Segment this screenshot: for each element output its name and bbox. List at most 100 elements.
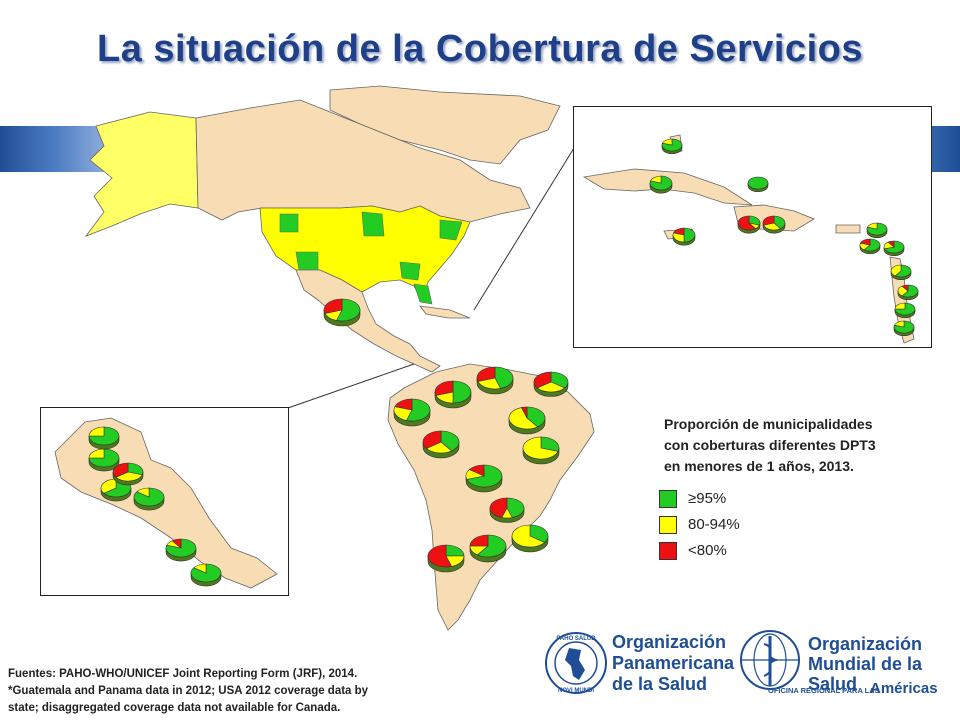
pie-slice-green: [894, 264, 912, 278]
paho-logo-line: de la Salud: [612, 674, 708, 694]
caribbean-islands: [419, 305, 471, 319]
coverage-pie: [427, 544, 465, 573]
pie-slice-red: [394, 398, 413, 411]
pie-slice-green: [550, 371, 569, 389]
pie-slice-red: [762, 215, 775, 226]
pie-slice-green: [747, 176, 769, 190]
pie-slice-red: [476, 366, 496, 382]
pie-slice-yellow: [88, 426, 105, 437]
legend-title-line: en menores de 1 años, 2013.: [664, 458, 854, 474]
pie-slice-yellow: [650, 175, 662, 184]
pie-slice-red: [533, 371, 552, 389]
legend-title: Proporción de municipalidades con cobert…: [664, 414, 924, 477]
pie-slice-green: [440, 430, 460, 452]
pie-slice-red: [323, 298, 343, 314]
pie-slice-yellow: [890, 264, 902, 277]
coverage-pie: [533, 371, 569, 397]
page-title: La situación de la Cobertura de Servicio…: [97, 28, 863, 70]
sources-line: Fuentes: PAHO-WHO/UNICEF Joint Reporting…: [8, 668, 358, 680]
pie-slice-yellow: [522, 436, 559, 460]
central-america-landmass: [54, 417, 278, 589]
who-subtitle: OFICINA REGIONAL PARA LAS: [768, 686, 880, 695]
alaska-landmass: [84, 111, 199, 237]
pie-slice-red: [887, 240, 895, 248]
coverage-pie: [508, 406, 546, 435]
coverage-pie: [883, 240, 905, 256]
legend-label: ≥95%: [688, 490, 727, 507]
coverage-pie: [511, 524, 549, 553]
pie-slice-green: [88, 426, 120, 446]
coverage-pie: [476, 366, 514, 395]
pie-slice-yellow: [867, 222, 878, 230]
inset-connector: [287, 363, 415, 409]
pie-slice-red: [427, 544, 453, 568]
pie-slice-red: [520, 406, 528, 419]
paho-emblem: PAHO SALUD NOVI MUNDI: [545, 632, 607, 694]
pie-slice-yellow: [136, 487, 150, 498]
who-region: Américas: [870, 680, 938, 697]
coverage-pie: [469, 534, 507, 563]
pie-slice-green: [127, 462, 144, 476]
pie-slice-green: [540, 436, 560, 452]
puerto-rico-landmass: [835, 224, 861, 234]
pie-slice-green: [452, 380, 472, 404]
coverage-pie: [88, 426, 120, 450]
pie-slice-green: [88, 448, 120, 468]
coverage-pie: [672, 227, 696, 246]
coverage-pie: [897, 284, 919, 300]
pie-slice-green: [901, 284, 919, 298]
coverage-pie: [489, 497, 525, 523]
coverage-pie: [649, 175, 673, 194]
coverage-pie: [165, 538, 197, 562]
sources-line: state; disaggregated coverage data not a…: [8, 702, 341, 714]
who-logo-line: Organización: [808, 634, 923, 654]
caribbean-inset: [573, 106, 932, 348]
who-logo-text: Organización Mundial de la Salud: [808, 634, 960, 694]
coverage-pie: [747, 176, 769, 192]
pie-slice-yellow: [511, 524, 546, 548]
pie-slice-red: [434, 380, 454, 396]
coverage-pie: [393, 398, 431, 427]
legend-swatch-red: [659, 542, 677, 560]
coverage-pie: [434, 380, 472, 409]
sources-note: Fuentes: PAHO-WHO/UNICEF Joint Reporting…: [8, 666, 478, 717]
who-logo-line: Mundial de la Salud: [808, 654, 923, 694]
pie-slice-green: [476, 534, 507, 558]
pie-slice-green: [773, 215, 786, 230]
coverage-pie: [465, 464, 503, 493]
coverage-pie: [866, 222, 888, 238]
legend-title-line: con coberturas diferentes DPT3: [664, 437, 876, 453]
paho-logo-line: Panamericana: [612, 653, 735, 673]
coverage-pie: [190, 563, 222, 587]
pie-slice-red: [737, 215, 757, 231]
legend-label: <80%: [688, 542, 727, 559]
central-america-inset-map: [54, 417, 278, 589]
pie-slice-red: [422, 430, 442, 449]
pie-slice-green: [526, 406, 546, 428]
pie-slice-red: [468, 464, 485, 477]
coverage-pie: [893, 320, 915, 336]
pie-slice-yellow: [193, 563, 207, 574]
pie-slice-red: [112, 462, 129, 478]
coverage-pie: [133, 487, 165, 511]
pie-slice-yellow: [894, 320, 905, 328]
usa-state-green: [413, 283, 433, 305]
pie-slice-green: [683, 227, 696, 243]
pie-slice-red: [860, 238, 871, 246]
inset-connector: [473, 147, 575, 311]
pie-slice-green: [661, 138, 683, 152]
pie-slice-green: [866, 222, 888, 236]
pie-slice-yellow: [508, 407, 539, 430]
pie-slice-green: [893, 320, 915, 334]
pie-slice-yellow: [894, 302, 906, 310]
pie-slice-red: [901, 284, 909, 292]
pie-slice-yellow: [662, 138, 673, 146]
pie-slice-yellow: [115, 471, 143, 482]
usa-state-green: [439, 219, 463, 241]
pie-slice-green: [494, 366, 514, 389]
pie-slice-green: [335, 298, 361, 322]
coverage-pie: [737, 215, 761, 234]
paho-seal-text: PAHO SALUD: [556, 636, 596, 642]
paho-logo-text: Organización Panamericana de la Salud: [612, 632, 734, 695]
